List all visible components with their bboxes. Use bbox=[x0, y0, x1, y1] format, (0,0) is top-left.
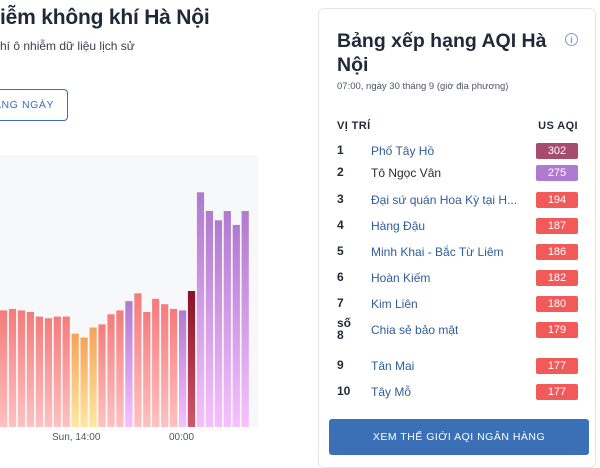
chart-bar[interactable] bbox=[232, 224, 240, 427]
row-station-name[interactable]: Kim Liên bbox=[371, 297, 418, 311]
chart-bar[interactable] bbox=[161, 304, 169, 427]
x-axis-labels: Sun, 14:00 00:00 bbox=[0, 430, 300, 446]
aqi-badge: 182 bbox=[536, 270, 578, 286]
row-station-name[interactable]: Phố Tây Hồ bbox=[371, 144, 435, 158]
chart-bar[interactable] bbox=[223, 211, 231, 427]
chart-bar[interactable] bbox=[214, 220, 222, 427]
aqi-badge: 275 bbox=[536, 165, 578, 181]
ranking-panel: Bảng xếp hạng AQI Hà Nội i 07:00, ngày 3… bbox=[318, 8, 596, 468]
row-rank: 2 bbox=[337, 165, 344, 179]
x-tick-label: 00:00 bbox=[169, 432, 195, 443]
row-rank: số 8 bbox=[337, 316, 352, 342]
table-row[interactable]: 6 Hoàn Kiếm 182 bbox=[319, 269, 595, 291]
chart-bar[interactable] bbox=[62, 316, 70, 427]
chart-bar[interactable] bbox=[152, 298, 160, 427]
chart-bar[interactable] bbox=[205, 211, 213, 427]
x-tick-label: Sun, 14:00 bbox=[52, 432, 101, 443]
row-station-name[interactable]: Tây Mỗ bbox=[371, 385, 412, 399]
row-rank: 4 bbox=[337, 218, 344, 232]
chart-bar[interactable] bbox=[89, 327, 97, 428]
row-rank: 7 bbox=[337, 296, 344, 310]
aqi-badge: 194 bbox=[536, 192, 578, 208]
table-row[interactable]: 5 Minh Khai - Bắc Từ Liêm 186 bbox=[319, 243, 595, 265]
chart-bar[interactable] bbox=[107, 314, 115, 427]
chart-bar[interactable] bbox=[44, 318, 52, 427]
chart-bar[interactable] bbox=[53, 316, 61, 427]
world-aqi-button[interactable]: XEM THẾ GIỚI AQI NGÂN HÀNG bbox=[329, 419, 589, 455]
aqi-badge: 302 bbox=[536, 143, 578, 159]
aqi-badge: 179 bbox=[536, 322, 578, 338]
row-station-name[interactable]: Minh Khai - Bắc Từ Liêm bbox=[371, 245, 504, 259]
aqi-badge: 180 bbox=[536, 296, 578, 312]
column-header-rank: VỊ TRÍ bbox=[337, 120, 371, 132]
chart-bar[interactable] bbox=[241, 211, 249, 427]
chart-bar[interactable] bbox=[187, 291, 196, 427]
chart-bar[interactable] bbox=[17, 310, 26, 427]
row-station-name[interactable]: Chia sẻ bảo mật bbox=[371, 323, 459, 337]
column-header-aqi: US AQI bbox=[538, 120, 578, 132]
chart-bar[interactable] bbox=[196, 192, 205, 427]
aqi-badge: 177 bbox=[536, 358, 578, 374]
panel-title: Bảng xếp hạng AQI Hà Nội bbox=[337, 30, 547, 76]
panel-timestamp: 07:00, ngày 30 tháng 9 (giờ địa phương) bbox=[337, 81, 509, 92]
table-row[interactable]: 4 Hàng Đậu 187 bbox=[319, 217, 595, 239]
table-row[interactable]: 2 Tô Ngọc Vân 275 bbox=[319, 164, 595, 186]
chart-bar[interactable] bbox=[116, 310, 124, 427]
aqi-badge: 187 bbox=[536, 218, 578, 234]
chart-bar[interactable] bbox=[71, 333, 79, 427]
chart-bar[interactable] bbox=[134, 293, 142, 427]
row-rank: 9 bbox=[337, 358, 344, 372]
chart-bar[interactable] bbox=[26, 312, 34, 427]
chart-bar[interactable] bbox=[35, 316, 43, 427]
table-row[interactable]: 3 Đại sứ quán Hoa Kỳ tại H... 194 bbox=[319, 191, 595, 213]
row-rank: 5 bbox=[337, 244, 344, 258]
row-station-name[interactable]: Hoàn Kiếm bbox=[371, 271, 431, 285]
table-row[interactable]: số 8 Chia sẻ bảo mật 179 bbox=[319, 317, 595, 343]
table-row[interactable]: 10 Tây Mỗ 177 bbox=[319, 383, 595, 405]
row-rank: 1 bbox=[337, 143, 344, 157]
table-row[interactable]: 1 Phố Tây Hồ 302 bbox=[319, 142, 595, 164]
row-station-name[interactable]: Hàng Đậu bbox=[371, 219, 426, 233]
chart-bar[interactable] bbox=[179, 310, 187, 427]
chart-bar[interactable] bbox=[8, 308, 17, 427]
row-station-name[interactable]: Tân Mai bbox=[371, 359, 415, 373]
aqi-badge: 186 bbox=[536, 244, 578, 260]
page-title: iễm không khí Hà Nội bbox=[0, 6, 210, 29]
chart-bar[interactable] bbox=[0, 310, 8, 427]
row-station-name[interactable]: Tô Ngọc Vân bbox=[371, 166, 442, 180]
row-station-name[interactable]: Đại sứ quán Hoa Kỳ tại H... bbox=[371, 193, 518, 207]
row-rank: 10 bbox=[337, 384, 351, 398]
chart-bar[interactable] bbox=[80, 337, 88, 427]
info-icon[interactable]: i bbox=[565, 33, 578, 46]
chart-bar[interactable] bbox=[170, 308, 178, 427]
table-row[interactable]: 9 Tân Mai 177 bbox=[319, 357, 595, 379]
row-rank: 6 bbox=[337, 270, 344, 284]
aqi-badge: 177 bbox=[536, 384, 578, 400]
chart-bar[interactable] bbox=[125, 301, 133, 427]
aqi-history-chart bbox=[0, 192, 249, 428]
chart-bar[interactable] bbox=[98, 324, 106, 427]
row-rank: 3 bbox=[337, 192, 344, 206]
table-row[interactable]: 7 Kim Liên 180 bbox=[319, 295, 595, 317]
ranking-button[interactable]: ẢNG NGÀY bbox=[0, 89, 68, 121]
chart-bar[interactable] bbox=[143, 312, 151, 427]
page-subtitle: hí ô nhiễm dữ liệu lịch sử bbox=[0, 39, 135, 53]
